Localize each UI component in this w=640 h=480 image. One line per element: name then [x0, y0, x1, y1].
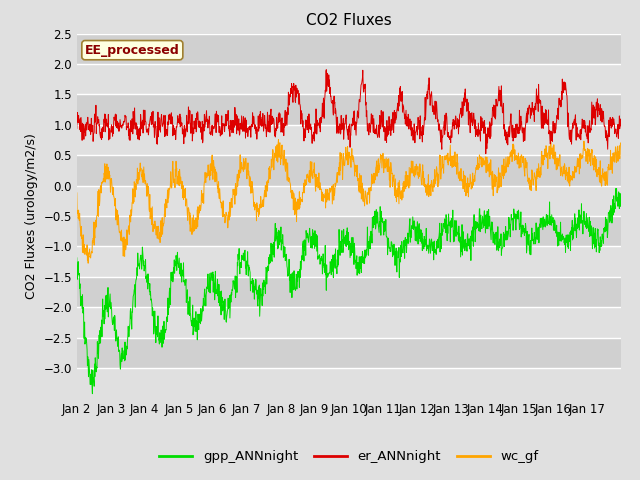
Bar	[77, 34, 621, 64]
Bar	[77, 216, 621, 246]
Bar	[77, 307, 621, 337]
Bar	[77, 155, 621, 186]
Bar	[77, 277, 621, 307]
Bar	[77, 337, 621, 368]
Bar	[77, 95, 621, 125]
Title: CO2 Fluxes: CO2 Fluxes	[306, 13, 392, 28]
Bar	[77, 246, 621, 277]
Bar	[77, 125, 621, 155]
Text: EE_processed: EE_processed	[85, 44, 180, 57]
Bar	[77, 64, 621, 95]
Legend: gpp_ANNnight, er_ANNnight, wc_gf: gpp_ANNnight, er_ANNnight, wc_gf	[154, 445, 543, 468]
Bar	[77, 186, 621, 216]
Y-axis label: CO2 Fluxes (urology/m2/s): CO2 Fluxes (urology/m2/s)	[25, 133, 38, 299]
